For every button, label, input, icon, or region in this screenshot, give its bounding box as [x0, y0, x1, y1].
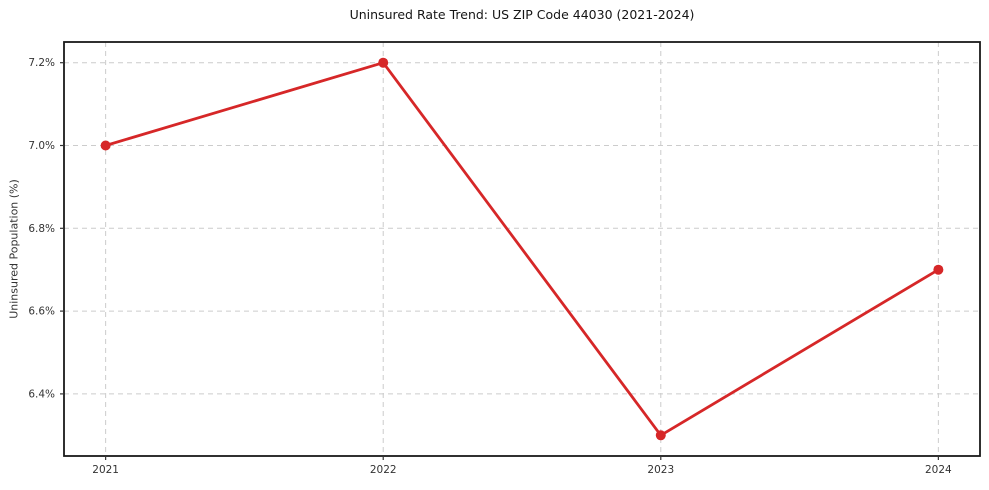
- x-tick-label: 2022: [370, 464, 397, 476]
- y-tick-label: 7.0%: [28, 140, 55, 152]
- data-point-marker: [655, 430, 666, 441]
- data-point-marker: [378, 57, 389, 68]
- x-tick-label: 2024: [925, 464, 952, 476]
- y-tick-label: 6.6%: [28, 306, 55, 318]
- x-tick-label: 2021: [92, 464, 119, 476]
- data-point-marker: [933, 264, 944, 275]
- x-tick-label: 2023: [647, 464, 674, 476]
- data-point-marker: [100, 140, 111, 151]
- chart-title: Uninsured Rate Trend: US ZIP Code 44030 …: [349, 7, 695, 22]
- y-tick-label: 6.8%: [28, 223, 55, 235]
- trend-line: [104, 61, 940, 437]
- y-tick-label: 7.2%: [28, 57, 55, 69]
- plot-border: [63, 41, 981, 457]
- y-tick-label: 6.4%: [28, 388, 55, 400]
